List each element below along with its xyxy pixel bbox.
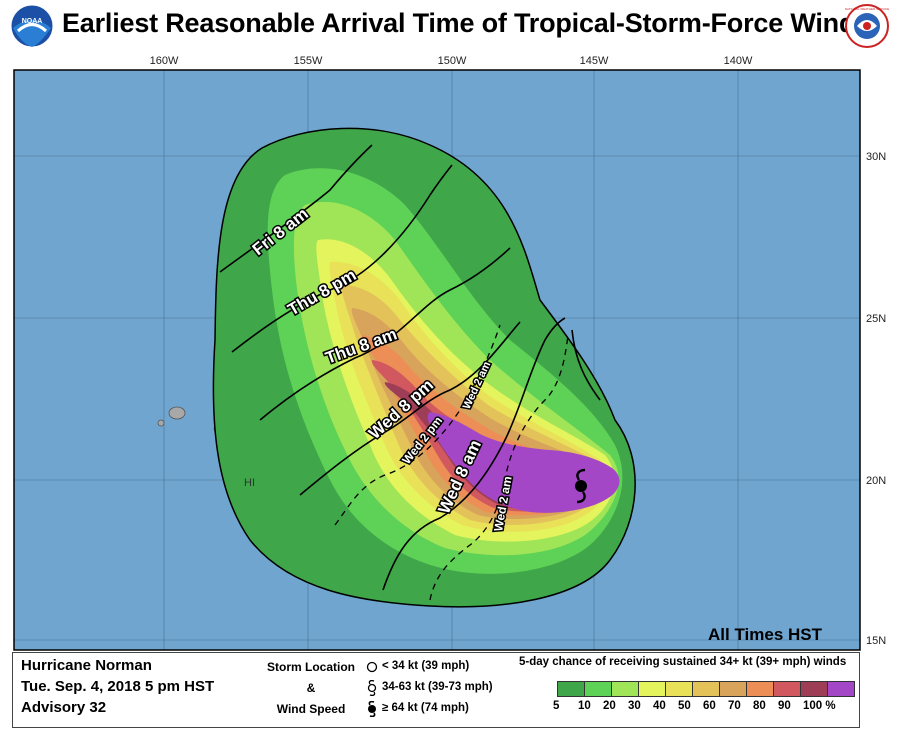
probability-scale <box>557 681 855 697</box>
scale-swatch <box>584 681 612 697</box>
scale-swatch <box>611 681 639 697</box>
scale-label: 5 <box>553 700 560 712</box>
intensity-row: ≥ 64 kt (74 mph) <box>365 698 493 719</box>
wind-field-outline <box>212 127 636 608</box>
arrival-contours-dashed <box>334 324 569 601</box>
contour-thu-8am <box>259 247 511 421</box>
intensity-legend: < 34 kt (39 mph) 34-63 kt (39-73 mph) ≥ … <box>365 656 493 719</box>
scale-swatch <box>773 681 801 697</box>
tropical-storm-icon <box>367 679 377 696</box>
scale-label: 10 <box>578 700 591 712</box>
contour-thu-8pm <box>231 164 453 353</box>
scale-label: 60 <box>703 700 716 712</box>
contour-wed-8pm <box>299 321 521 496</box>
all-times-label: All Times HST <box>708 625 823 644</box>
scale-swatch <box>800 681 828 697</box>
lat-label-20n: 20N <box>866 475 886 487</box>
nws-logo-text: NATIONAL WEATHER SERVICE <box>845 7 889 11</box>
island-niihau <box>157 419 165 427</box>
lat-axis: 30N 25N 20N 15N <box>866 151 886 647</box>
map-frame <box>13 69 861 651</box>
intensity-row: < 34 kt (39 mph) <box>365 656 493 677</box>
scale-swatch <box>665 681 693 697</box>
lon-label-145w: 145W <box>580 55 609 67</box>
probability-scale-labels: 5 10 20 30 40 50 60 70 80 90 100 % <box>545 700 865 720</box>
contour-wed-2pm <box>334 324 501 526</box>
ampersand: & <box>306 681 316 695</box>
lon-label-155w: 155W <box>294 55 323 67</box>
scale-label: 20 <box>603 700 616 712</box>
scale-swatch <box>719 681 747 697</box>
arrival-contours <box>219 144 601 591</box>
scale-label: 100 % <box>803 700 836 712</box>
lon-label-150w: 150W <box>438 55 467 67</box>
noaa-logo: NOAA <box>10 4 54 48</box>
intensity-text: < 34 kt (39 mph) <box>382 660 470 672</box>
map: Fri 8 am Thu 8 pm Thu 8 am Wed 8 pm Wed … <box>13 55 886 651</box>
scale-label: 50 <box>678 700 691 712</box>
scale-label: 80 <box>753 700 766 712</box>
lon-label-140w: 140W <box>724 55 753 67</box>
hurricane-icon <box>575 468 587 504</box>
scale-swatch <box>557 681 585 697</box>
contour-wed-2am <box>429 334 569 601</box>
contour-fri-8am <box>219 144 373 273</box>
legend: Hurricane Norman Tue. Sep. 4, 2018 5 pm … <box>12 652 860 728</box>
storm-name: Hurricane Norman <box>21 657 152 674</box>
scale-swatch <box>638 681 666 697</box>
intensity-text: ≥ 64 kt (74 mph) <box>382 702 469 714</box>
scale-label: 90 <box>778 700 791 712</box>
lon-label-160w: 160W <box>150 55 179 67</box>
lat-label-25n: 25N <box>866 313 886 325</box>
nws-logo: NATIONAL WEATHER SERVICE <box>845 4 889 48</box>
scale-label: 70 <box>728 700 741 712</box>
intensity-text: 34-63 kt (39-73 mph) <box>382 681 493 693</box>
lat-label-15n: 15N <box>866 635 886 647</box>
contour-wed-2am-edge <box>571 329 601 401</box>
header: NOAA Earliest Reasonable Arrival Time of… <box>0 0 897 48</box>
page-title: Earliest Reasonable Arrival Time of Trop… <box>62 8 871 38</box>
scale-swatch <box>827 681 855 697</box>
lon-axis: 160W 155W 150W 145W 140W <box>150 55 753 67</box>
probability-shading <box>213 128 636 607</box>
noaa-logo-text: NOAA <box>22 18 43 25</box>
wind-speed-label: Wind Speed <box>276 702 346 716</box>
hurricane-icon <box>368 700 376 717</box>
hawaii-label: HI <box>244 477 255 489</box>
scale-swatch <box>746 681 774 697</box>
island-kauai <box>168 406 186 420</box>
advisory-number: Advisory 32 <box>21 699 107 716</box>
storm-location-label: Storm Location <box>266 660 355 674</box>
storm-location-block: Storm Location & Wind Speed <box>261 657 361 720</box>
probability-title: 5-day chance of receiving sustained 34+ … <box>519 656 847 668</box>
scale-swatch <box>692 681 720 697</box>
intensity-row: 34-63 kt (39-73 mph) <box>365 677 493 698</box>
open-circle-icon <box>366 661 378 672</box>
scale-label: 30 <box>628 700 641 712</box>
contour-wed-8am <box>382 317 566 591</box>
storm-info: Hurricane Norman Tue. Sep. 4, 2018 5 pm … <box>21 655 214 718</box>
scale-label: 40 <box>653 700 666 712</box>
lat-label-30n: 30N <box>866 151 886 163</box>
advisory-datetime: Tue. Sep. 4, 2018 5 pm HST <box>21 678 215 695</box>
